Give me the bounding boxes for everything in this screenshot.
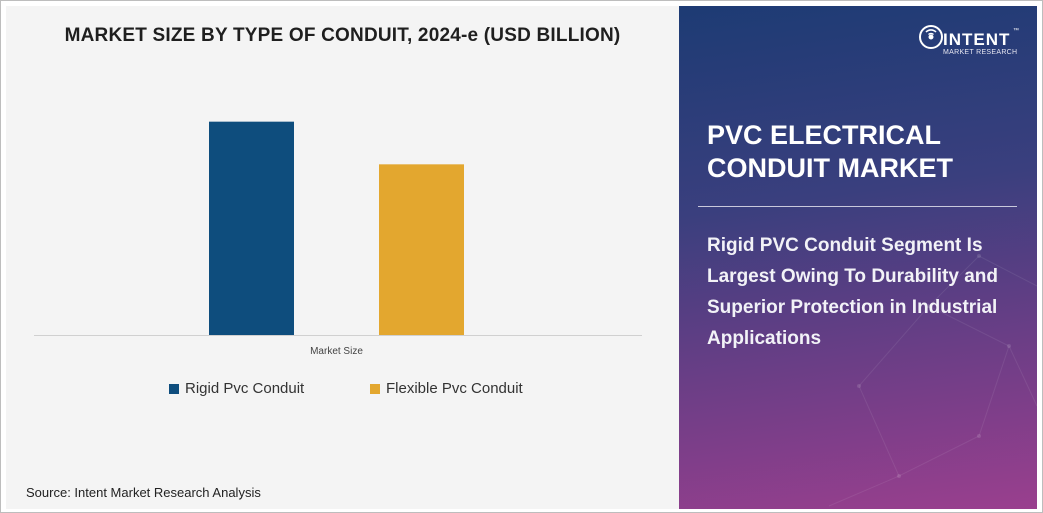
legend-swatch-flexible <box>370 383 380 394</box>
trademark-mark: ™ <box>1013 28 1019 34</box>
bar-flexible[interactable] <box>379 164 464 335</box>
source-note: Source: Intent Market Research Analysis <box>26 485 261 500</box>
logo-wordmark: INTENT <box>943 30 1011 49</box>
chart-legend: Rigid Pvc Conduit Flexible Pvc Conduit <box>6 380 679 400</box>
legend-swatch-rigid <box>169 383 179 394</box>
legend-label-rigid: Rigid Pvc Conduit <box>185 380 305 397</box>
x-tick-label: Market Size <box>310 346 363 357</box>
chart-title: MARKET SIZE BY TYPE OF CONDUIT, 2024-e (… <box>64 25 621 46</box>
logo-subtitle: MARKET RESEARCH <box>943 49 1018 56</box>
legend-label-flexible: Flexible Pvc Conduit <box>386 380 523 397</box>
bar-chart: Market Size <box>34 121 642 357</box>
info-panel: INTENT ™ MARKET RESEARCH PVC ELECTRICAL … <box>679 6 1037 509</box>
legend-item-flexible[interactable]: Flexible Pvc Conduit <box>370 380 523 397</box>
background-network-pattern <box>828 254 1037 507</box>
market-title: PVC ELECTRICAL CONDUIT MARKET <box>707 120 953 183</box>
title-divider <box>698 206 1017 207</box>
legend-item-rigid[interactable]: Rigid Pvc Conduit <box>169 380 304 397</box>
wifi-signal-icon <box>919 25 943 49</box>
chart-panel: MARKET SIZE BY TYPE OF CONDUIT, 2024-e (… <box>6 6 679 509</box>
bar-rigid[interactable] <box>209 121 294 336</box>
market-description: Rigid PVC Conduit Segment Is Largest Owi… <box>707 235 999 349</box>
brand-logo[interactable]: INTENT ™ MARKET RESEARCH <box>919 16 1019 66</box>
